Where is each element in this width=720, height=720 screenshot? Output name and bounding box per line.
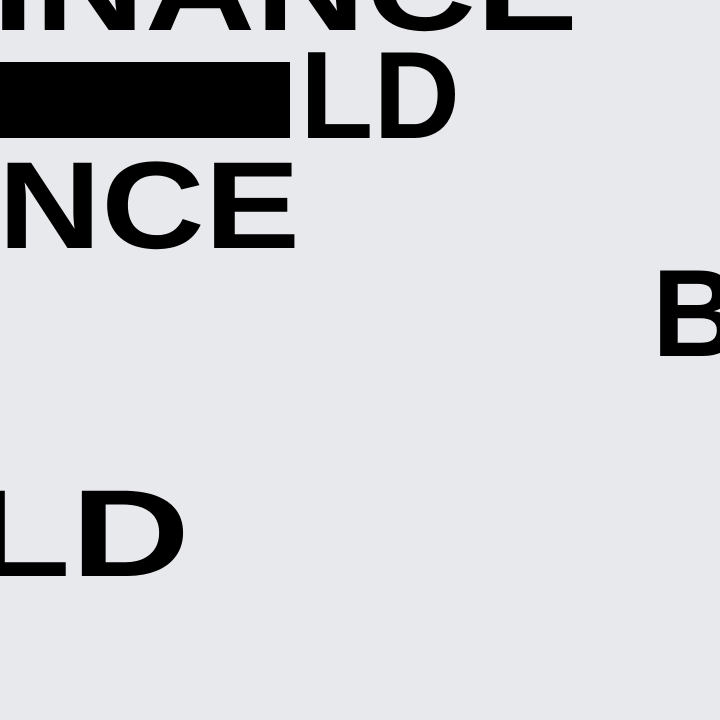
word-line: LD — [0, 465, 190, 603]
word-line: NCE — [0, 137, 300, 275]
word-line: LD — [300, 27, 460, 165]
word-line: INANCE — [0, 0, 578, 57]
word-line: B — [652, 245, 720, 383]
redaction-bar — [0, 62, 290, 138]
